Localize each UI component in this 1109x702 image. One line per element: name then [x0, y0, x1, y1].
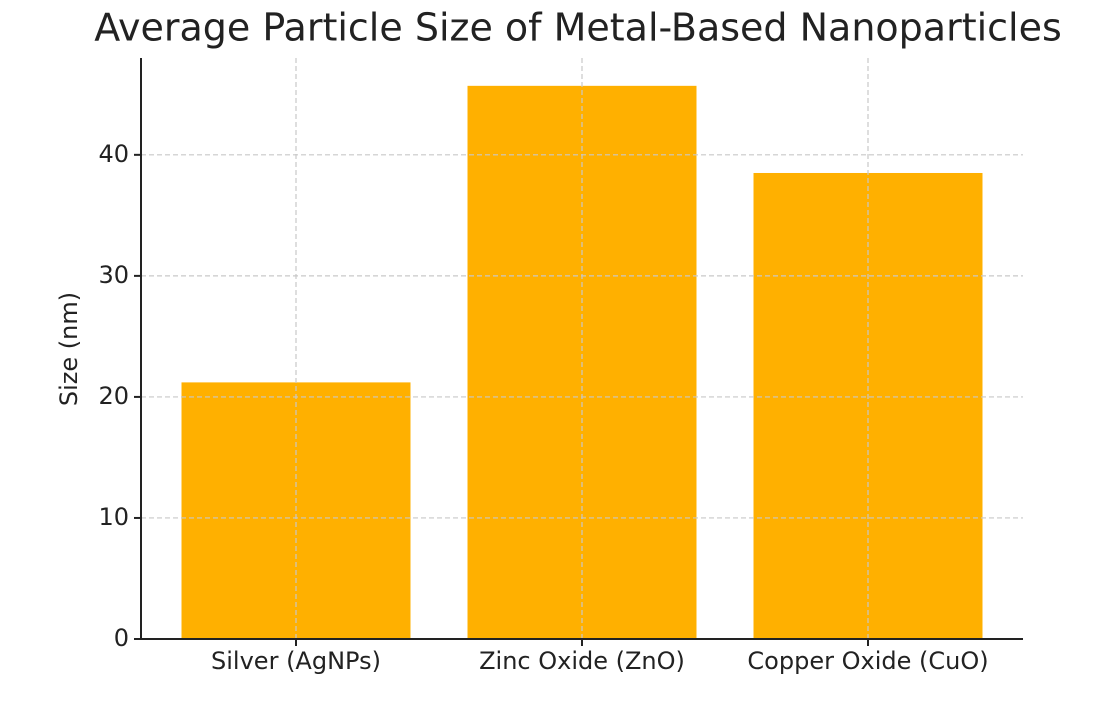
y-tick-label: 30 [98, 261, 129, 289]
y-tick-label: 10 [98, 503, 129, 531]
x-tick-label: Zinc Oxide (ZnO) [479, 647, 685, 675]
y-tick-label: 40 [98, 140, 129, 168]
y-tick-label: 0 [114, 624, 129, 652]
x-tick-label: Silver (AgNPs) [211, 647, 381, 675]
x-tick-label: Copper Oxide (CuO) [747, 647, 988, 675]
y-axis-label: Size (nm) [55, 292, 83, 406]
y-tick-label: 20 [98, 382, 129, 410]
chart-title: Average Particle Size of Metal-Based Nan… [94, 6, 1062, 50]
